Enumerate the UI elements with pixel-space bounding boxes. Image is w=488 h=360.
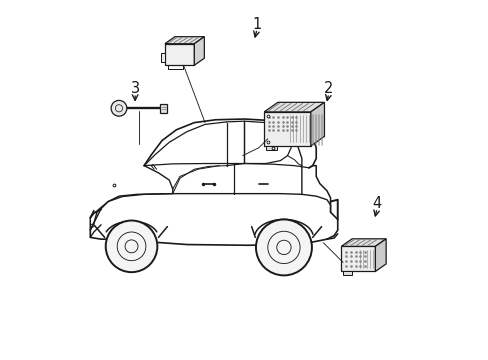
Polygon shape [164,44,194,65]
Polygon shape [164,37,204,44]
Text: 1: 1 [252,17,261,32]
Text: 3: 3 [130,81,140,96]
Polygon shape [264,112,310,146]
Polygon shape [375,239,386,271]
Polygon shape [160,104,167,113]
Polygon shape [341,239,386,246]
Polygon shape [264,102,324,112]
Polygon shape [265,146,276,150]
Circle shape [105,221,157,272]
Polygon shape [310,102,324,146]
Polygon shape [341,246,375,271]
Polygon shape [161,53,164,62]
Text: 2: 2 [324,81,333,96]
Polygon shape [194,37,204,65]
Polygon shape [343,271,351,275]
Circle shape [111,100,126,116]
Text: 4: 4 [372,196,381,211]
Circle shape [255,220,311,275]
